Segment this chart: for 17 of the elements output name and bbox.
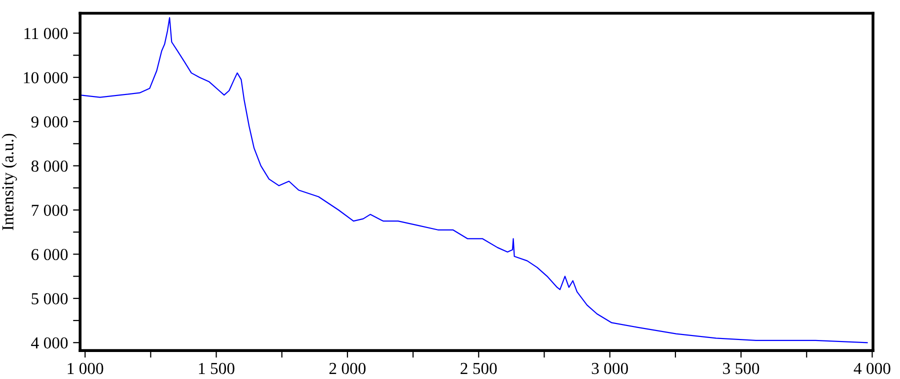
y-tick-label: 5 000 xyxy=(32,293,68,304)
y-tick-label: 7 000 xyxy=(32,204,68,216)
y-tick-label: 10 000 xyxy=(24,72,68,84)
x-tick-label: 1 500 xyxy=(198,362,234,374)
y-tick-label: 9 000 xyxy=(31,116,68,128)
line-series xyxy=(80,17,868,344)
x-tick-label: 3 500 xyxy=(723,362,760,374)
x-tick-label: 1 000 xyxy=(68,362,104,374)
x-tick-label: 2 000 xyxy=(329,362,366,374)
y-tick-label: 6 000 xyxy=(32,248,68,260)
y-axis-title: Intensity (a.u.) xyxy=(2,134,17,230)
y-tick-label: 4 000 xyxy=(31,337,68,349)
x-tick-label: 4 000 xyxy=(854,362,890,374)
x-tick-label: 2 500 xyxy=(460,362,497,374)
y-tick-label: 8 000 xyxy=(31,160,68,172)
x-tick-label: 3 000 xyxy=(592,362,628,374)
y-tick-label: 11 000 xyxy=(24,28,68,40)
